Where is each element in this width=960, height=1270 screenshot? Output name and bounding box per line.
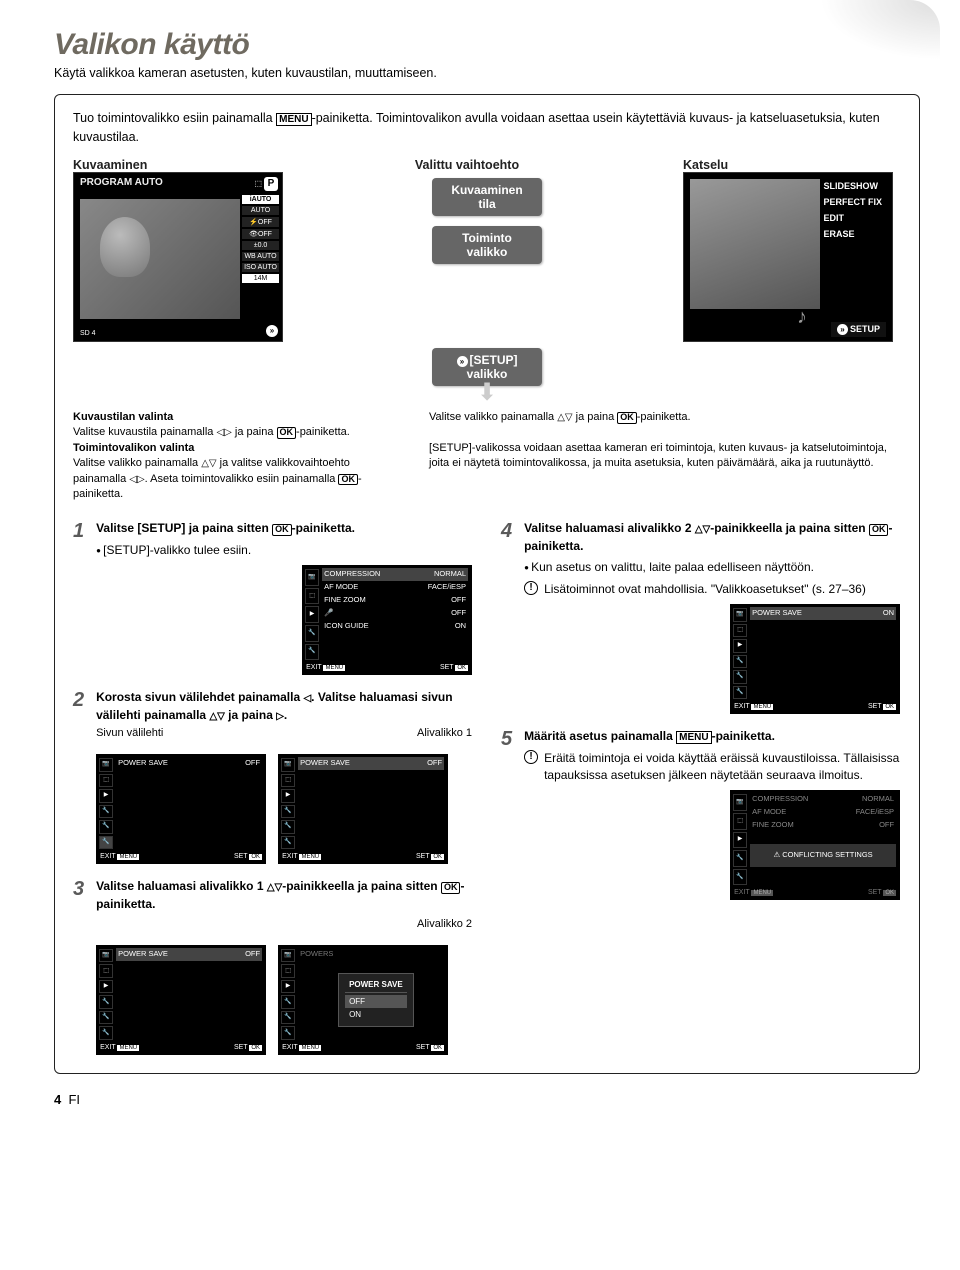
info-icon: ! (524, 581, 538, 595)
arrow-down-icon: ⬇ (311, 386, 663, 400)
step2-screen-b: 📷⬚▶🔧🔧🔧 POWER SAVEOFF EXIT MENUSET OK (278, 754, 448, 864)
page-subtitle: Käytä valikkoa kameran asetusten, kuten … (54, 66, 920, 80)
step3-screen-a: 📷⬚▶🔧🔧🔧 POWER SAVEOFF EXIT MENUSET OK (96, 945, 266, 1055)
step-1: 1 Valitse [SETUP] ja paina sitten OK-pai… (73, 520, 473, 675)
popup: POWER SAVE OFF ON (338, 973, 414, 1027)
step5-hint: ! Eräitä toimintoja ei voida käyttää erä… (524, 750, 900, 785)
stack-6: 14M (242, 274, 279, 283)
stack-4: WB AUTO (242, 252, 279, 261)
conflict-warning: ⚠ CONFLICTING SETTINGS (750, 844, 896, 867)
step4-screen: 📷⬚▶🔧🔧🔧 POWER SAVEON EXIT MENUSET OK (730, 604, 900, 714)
step2-num: 2 (73, 689, 93, 712)
step2-lab1: Sivun välilehti (96, 726, 163, 742)
step2-lab2: Alivalikko 1 (417, 726, 472, 742)
page-lang: FI (68, 1092, 80, 1107)
playback-photo (690, 179, 820, 309)
shooting-screen: PROGRAM AUTO ⬚ P iAUTO AUTO ⚡OFF 👁OFF ±0… (73, 172, 283, 342)
setup-btn: »SETUP (831, 322, 886, 337)
katselu-col: Katselu ♪ SLIDESHOW PERFECT FIX EDIT ERA… (683, 158, 901, 342)
step4-bullet: Kun asetus on valittu, laite palaa edell… (524, 559, 900, 576)
step1-bullet: [SETUP]-valikko tulee esiin. (96, 542, 472, 559)
kuvaaminen-col: Kuvaaminen PROGRAM AUTO ⬚ P iAUTO AUTO ⚡… (73, 158, 291, 342)
steps: 1 Valitse [SETUP] ja paina sitten OK-pai… (73, 520, 901, 1055)
step5-num: 5 (501, 728, 521, 751)
dl-h2: Toimintovalikon valinta (73, 442, 194, 454)
stack-0: AUTO (242, 206, 279, 215)
warn-icon: ! (524, 750, 538, 764)
menu-key-label: MENU (276, 113, 311, 126)
playback-menu: SLIDESHOW PERFECT FIX EDIT ERASE (819, 179, 886, 241)
step5-screen: 📷⬚▶🔧🔧 COMPRESSIONNORMAL AF MODEFACE/iESP… (730, 790, 900, 900)
step3-screen-b: 📷⬚▶🔧🔧🔧 POWERS POWER SAVE OFF ON EXIT MEN… (278, 945, 448, 1055)
step4-hint: ! Lisätoiminnot ovat mahdollisia. "Valik… (524, 581, 900, 598)
step1-screen: 📷⬚▶🔧🔧 COMPRESSIONNORMAL AF MODEFACE/iESP… (302, 565, 472, 675)
top-row: Kuvaaminen PROGRAM AUTO ⬚ P iAUTO AUTO ⚡… (73, 158, 901, 342)
corner-decoration (820, 0, 940, 60)
stack-2: 👁OFF (242, 229, 279, 239)
kuvaaminen-label: Kuvaaminen (73, 158, 291, 172)
bottom-icons: SD 4 (80, 330, 100, 337)
step3-lab: Alivalikko 2 (417, 918, 472, 930)
sd-label: SD 4 (80, 330, 96, 337)
menu-erase: ERASE (819, 227, 886, 241)
stack-3: ±0.0 (242, 241, 279, 250)
photo-placeholder (80, 199, 240, 319)
desc-left: Kuvaustilan valinta Valitse kuvaustila p… (73, 410, 403, 502)
page: Valikon käyttö Käytä valikkoa kameran as… (0, 0, 960, 1127)
mode-p-icon: P (264, 177, 278, 191)
middle-col: Valittu vaihtoehto Kuvaaminen tila Toimi… (311, 158, 663, 264)
step-3: 3 Valitse haluamasi alivalikko 1 △▽-pain… (73, 878, 473, 1055)
stack-5: ISO AUTO (242, 263, 279, 272)
program-auto-label: PROGRAM AUTO (80, 177, 163, 188)
menu-slideshow: SLIDESHOW (819, 179, 886, 193)
step-2: 2 Korosta sivun välilehdet painamalla ◁.… (73, 689, 473, 864)
step-5: 5 Määritä asetus painamalla MENU-painike… (501, 728, 901, 900)
step-4: 4 Valitse haluamasi alivalikko 2 △▽-pain… (501, 520, 901, 714)
steps-left: 1 Valitse [SETUP] ja paina sitten OK-pai… (73, 520, 473, 1055)
menu-perfectfix: PERFECT FIX (819, 195, 886, 209)
step4-num: 4 (501, 520, 521, 543)
valittu-label: Valittu vaihtoehto (271, 158, 663, 172)
mode-dial: ⬚ P (254, 177, 278, 191)
step1-num: 1 (73, 520, 93, 543)
desc-right: Valitse valikko painamalla △▽ ja paina O… (429, 410, 901, 502)
icon-stack: iAUTO AUTO ⚡OFF 👁OFF ±0.0 WB AUTO ISO AU… (242, 195, 279, 283)
dl-h1: Kuvaustilan valinta (73, 411, 173, 423)
stack-1: ⚡OFF (242, 217, 279, 227)
main-box: Tuo toimintovalikko esiin painamalla MEN… (54, 94, 920, 1074)
pill-toiminto-valikko: Toiminto valikko (432, 226, 542, 264)
expand-icon: » (266, 325, 278, 337)
music-icon: ♪ (797, 306, 807, 329)
intro-part1: Tuo toimintovalikko esiin painamalla (73, 111, 276, 125)
pill-kuvaaminen-tila: Kuvaaminen tila (432, 178, 542, 216)
step2-screen-a: 📷⬚▶🔧🔧🔧 POWER SAVEOFF EXIT MENUSET OK (96, 754, 266, 864)
katselu-label: Katselu (683, 158, 901, 172)
stack-iauto: iAUTO (242, 195, 279, 204)
description-row: Kuvaustilan valinta Valitse kuvaustila p… (73, 410, 901, 502)
steps-right: 4 Valitse haluamasi alivalikko 2 △▽-pain… (501, 520, 901, 1055)
step3-num: 3 (73, 878, 93, 901)
intro-text: Tuo toimintovalikko esiin painamalla MEN… (73, 109, 901, 146)
setup-pill-col: »[SETUP] valikko ⬇ (311, 348, 663, 400)
menu-edit: EDIT (819, 211, 886, 225)
page-footer: 4 FI (54, 1092, 920, 1107)
page-number: 4 (54, 1092, 61, 1107)
playback-screen: ♪ SLIDESHOW PERFECT FIX EDIT ERASE »SETU… (683, 172, 893, 342)
page-title: Valikon käyttö (54, 28, 920, 62)
